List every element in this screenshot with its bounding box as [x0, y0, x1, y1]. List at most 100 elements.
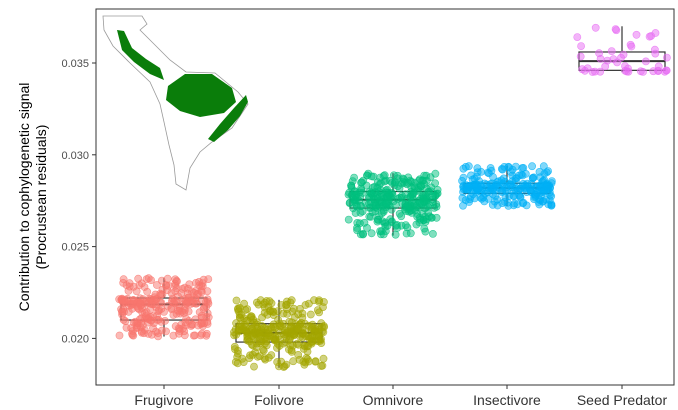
data-point: [464, 182, 473, 190]
data-point: [350, 173, 358, 182]
data-point: [389, 171, 398, 180]
data-point: [284, 336, 293, 345]
series-folivore: [230, 296, 328, 371]
data-point: [486, 180, 495, 188]
data-point: [662, 66, 671, 75]
data-point: [481, 189, 489, 198]
x-tick-label-frugivore: Frugivore: [134, 392, 193, 408]
data-point: [163, 274, 172, 283]
data-point: [167, 297, 176, 306]
data-point: [306, 310, 315, 319]
data-point: [136, 299, 144, 308]
data-point: [474, 184, 483, 193]
plot-panel: [95, 8, 675, 386]
data-point: [261, 355, 270, 364]
data-point: [432, 213, 441, 222]
data-point: [230, 342, 239, 351]
data-point: [243, 305, 252, 313]
range-central-america: [117, 30, 164, 80]
data-point: [169, 331, 178, 340]
series-omnivore: [344, 169, 442, 239]
data-point: [416, 215, 425, 224]
data-point: [428, 229, 437, 238]
data-point: [521, 169, 530, 178]
data-point: [172, 276, 181, 285]
data-point: [304, 357, 313, 366]
data-point: [467, 171, 475, 180]
y-axis: 0.020 0.025 0.030 0.035: [61, 58, 96, 345]
data-point: [129, 331, 138, 340]
data-point: [299, 329, 308, 338]
data-point: [152, 303, 160, 311]
y-axis-title: Contribution to cophylogenetic signal (P…: [16, 83, 49, 312]
data-point: [154, 332, 162, 341]
data-point: [283, 309, 291, 318]
data-point: [522, 201, 531, 210]
data-point: [143, 287, 152, 296]
data-point: [388, 178, 396, 187]
data-point: [254, 300, 263, 309]
data-point: [152, 281, 161, 289]
range-atlantic-forest: [208, 95, 248, 142]
data-point: [403, 201, 412, 209]
data-point: [313, 306, 322, 314]
data-point: [310, 327, 319, 335]
data-point: [246, 351, 254, 360]
data-point: [257, 322, 266, 330]
data-point: [607, 47, 616, 55]
data-point: [573, 33, 582, 41]
data-point: [591, 23, 600, 32]
data-point: [427, 183, 436, 192]
x-tick-label-omnivore: Omnivore: [363, 392, 424, 408]
data-point: [360, 218, 369, 227]
data-point: [611, 25, 620, 33]
data-point: [169, 311, 178, 319]
data-point: [627, 42, 636, 51]
data-point: [319, 298, 328, 306]
data-point: [591, 67, 599, 76]
data-point: [350, 197, 359, 206]
y-tick-label: 0.030: [61, 150, 89, 162]
data-point: [273, 343, 281, 352]
data-point: [642, 57, 650, 66]
data-point: [545, 196, 554, 205]
data-point: [539, 162, 548, 171]
series-seed-predator: [573, 23, 671, 76]
data-point: [544, 167, 552, 175]
data-point: [499, 179, 507, 188]
data-point: [645, 32, 654, 41]
data-point: [374, 215, 383, 224]
data-point: [287, 347, 296, 356]
data-point: [267, 351, 276, 359]
data-point: [265, 297, 274, 306]
data-point: [651, 45, 659, 54]
data-point: [380, 177, 389, 186]
y-axis-title-line2: (Procrustean residuals): [33, 125, 49, 270]
data-point: [255, 333, 264, 342]
data-point: [231, 358, 240, 366]
data-point: [232, 296, 241, 305]
data-point: [250, 362, 258, 371]
data-point: [185, 280, 194, 289]
data-point: [236, 313, 244, 322]
x-tick-label-folivore: Folivore: [254, 392, 304, 408]
data-point: [540, 186, 548, 194]
data-point: [622, 67, 631, 76]
data-point: [428, 198, 437, 207]
data-point: [242, 316, 251, 325]
y-tick-label: 0.020: [61, 333, 89, 345]
data-point: [477, 167, 485, 176]
data-point: [281, 326, 289, 335]
data-point: [403, 223, 412, 232]
data-point: [350, 187, 359, 196]
data-point: [172, 284, 181, 292]
data-point: [578, 65, 587, 74]
data-point: [459, 201, 467, 210]
data-point: [314, 337, 323, 346]
data-point: [619, 50, 628, 59]
data-point: [651, 29, 660, 37]
data-point: [295, 355, 304, 364]
data-point: [383, 193, 392, 201]
data-point: [359, 230, 367, 239]
